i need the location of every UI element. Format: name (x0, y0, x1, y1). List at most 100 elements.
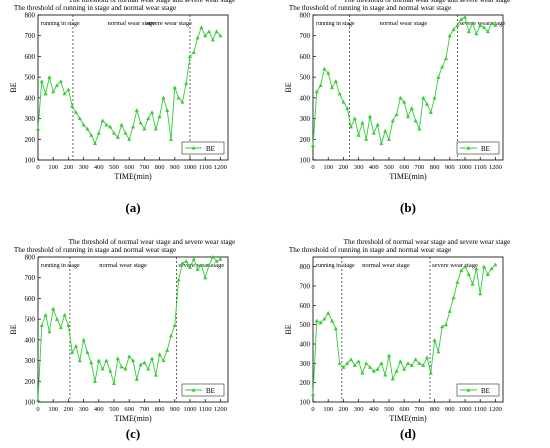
x-tick-label: 500 (384, 164, 394, 171)
data-point (379, 141, 384, 146)
data-point (322, 316, 327, 321)
data-point (447, 309, 452, 313)
panel-label: (b) (400, 200, 416, 215)
legend-label: BE (206, 387, 215, 395)
data-point (459, 268, 464, 273)
data-point (440, 324, 445, 329)
legend-box (181, 383, 225, 397)
data-point (130, 358, 136, 363)
data-point (39, 79, 44, 83)
x-tick-label: 300 (354, 406, 364, 413)
data-point (451, 295, 456, 300)
x-tick-label: 1100 (474, 406, 487, 413)
data-point (383, 372, 388, 377)
data-point (81, 122, 86, 127)
x-tick-label: 200 (339, 164, 349, 171)
data-point (470, 281, 475, 286)
data-point (35, 126, 41, 131)
data-point (153, 372, 158, 377)
data-point (413, 357, 418, 362)
data-point (356, 133, 361, 137)
stage-label-running-in: running in stage (316, 263, 355, 269)
data-point (352, 116, 357, 121)
x-tick-label: 1200 (489, 406, 502, 413)
legend-box (456, 141, 500, 155)
data-point (104, 358, 109, 363)
data-point (462, 14, 468, 19)
data-point (123, 130, 128, 135)
legend-label: BE (206, 145, 215, 153)
x-tick-label: 400 (369, 164, 379, 171)
stage-label-normal-wear: normal wear stage (380, 20, 428, 27)
data-point (161, 95, 166, 100)
data-point (379, 361, 384, 365)
data-point (85, 126, 90, 131)
legend-marker (191, 388, 196, 392)
data-point (165, 348, 170, 352)
series-line-BE (37, 256, 221, 400)
y-tick-label: 400 (300, 94, 311, 102)
data-point (493, 262, 498, 267)
data-point (371, 130, 376, 135)
y-tick-label: 100 (25, 399, 36, 407)
x-tick-label: 1000 (184, 406, 197, 413)
data-point (436, 349, 441, 354)
x-tick-label: 900 (445, 164, 455, 171)
data-point (402, 367, 407, 371)
series-line-BE (312, 16, 496, 146)
x-tick-label: 500 (109, 406, 119, 413)
data-point (375, 367, 380, 371)
x-tick-label: 500 (384, 406, 394, 413)
x-tick-label: 1100 (474, 164, 487, 171)
data-point (333, 79, 338, 83)
data-point (214, 29, 219, 34)
data-point (51, 306, 56, 311)
x-tick-label: 400 (369, 406, 379, 413)
data-point (383, 128, 388, 133)
data-point (409, 106, 414, 110)
data-point (62, 91, 67, 96)
data-point (218, 256, 223, 261)
data-point (443, 56, 449, 61)
data-point (168, 137, 174, 141)
stage-label-running-in: running in stage (41, 21, 80, 27)
x-tick-label: 600 (399, 406, 409, 413)
data-point (149, 356, 155, 361)
x-tick-label: 500 (109, 164, 119, 171)
annotation-threshold-running-normal: The threshold of running in stage and no… (14, 4, 176, 12)
x-tick-label: 100 (323, 164, 333, 171)
y-tick-label: 800 (300, 12, 311, 20)
data-point (470, 21, 475, 25)
data-point (326, 310, 331, 315)
data-point (341, 99, 346, 104)
data-point (375, 122, 380, 127)
data-point (195, 35, 200, 40)
y-tick-label: 700 (25, 32, 36, 40)
data-point (356, 359, 361, 363)
x-tick-label: 700 (415, 406, 425, 413)
annotation-threshold-running-normal: The threshold of running in stage and no… (289, 246, 451, 254)
annotation-threshold-normal-severe: The threshold of normal wear stage and s… (69, 238, 236, 246)
data-point (329, 85, 335, 90)
plot-frame (37, 256, 229, 403)
stage-label-normal-wear: normal wear stage (108, 20, 156, 27)
data-point (168, 333, 174, 338)
y-tick-label: 300 (25, 357, 36, 365)
y-tick-label: 500 (25, 74, 36, 82)
data-point (206, 263, 212, 267)
x-tick-label: 700 (140, 164, 150, 171)
data-point (180, 99, 185, 104)
stage-label-normal-wear: normal wear stage (99, 262, 147, 269)
data-point (432, 95, 437, 100)
data-point (92, 141, 98, 146)
data-point (398, 359, 403, 363)
data-point (447, 33, 452, 38)
y-tick-label: 700 (25, 274, 36, 282)
y-tick-label: 400 (300, 341, 311, 349)
data-point (123, 366, 128, 371)
plot-frame (312, 256, 504, 403)
stage-label-severe-wear: severe wear stage (432, 262, 478, 269)
data-point (161, 358, 166, 363)
data-point (206, 29, 212, 34)
